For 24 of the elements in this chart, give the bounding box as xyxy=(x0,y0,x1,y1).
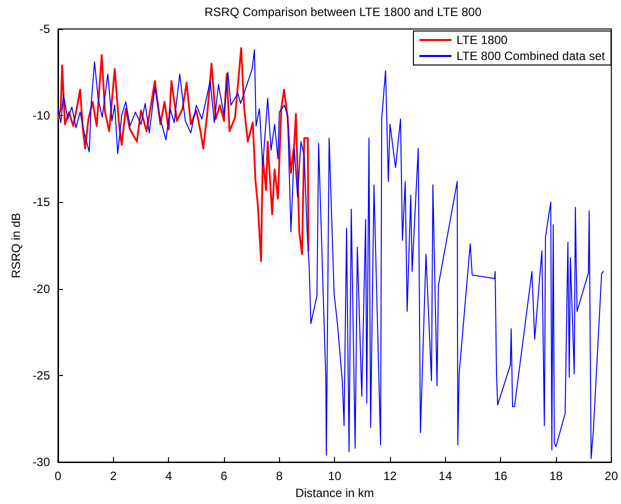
x-tick-label: 10 xyxy=(328,469,342,484)
line-series xyxy=(58,49,604,460)
x-tick-label: 18 xyxy=(549,469,563,484)
x-tick-label: 6 xyxy=(220,469,228,484)
y-tick-label: -30 xyxy=(32,455,50,470)
chart-title: RSRQ Comparison between LTE 1800 and LTE 800 xyxy=(204,5,482,19)
x-axis-title: Distance in km xyxy=(295,486,374,500)
legend-label: LTE 1800 xyxy=(456,33,508,47)
x-tick-label: 2 xyxy=(110,469,117,484)
y-tick-label: -15 xyxy=(32,195,50,210)
x-tick-label: 12 xyxy=(383,469,397,484)
x-tick-label: 0 xyxy=(54,469,62,484)
y-tick-label: -20 xyxy=(32,282,50,296)
x-tick-label: 20 xyxy=(604,469,618,484)
y-tick-label: -25 xyxy=(32,368,50,382)
x-tick-label: 8 xyxy=(276,469,283,484)
y-tick-label: -10 xyxy=(32,108,50,123)
y-tick-label: -5 xyxy=(39,22,50,36)
x-tick-label: 4 xyxy=(165,469,172,484)
line-series xyxy=(57,47,310,262)
y-axis-title: RSRQ in dB xyxy=(8,212,23,278)
x-tick-label: 16 xyxy=(494,469,508,484)
x-tick-label: 14 xyxy=(438,469,452,484)
legend-label: LTE 800 Combined data set xyxy=(456,49,606,63)
